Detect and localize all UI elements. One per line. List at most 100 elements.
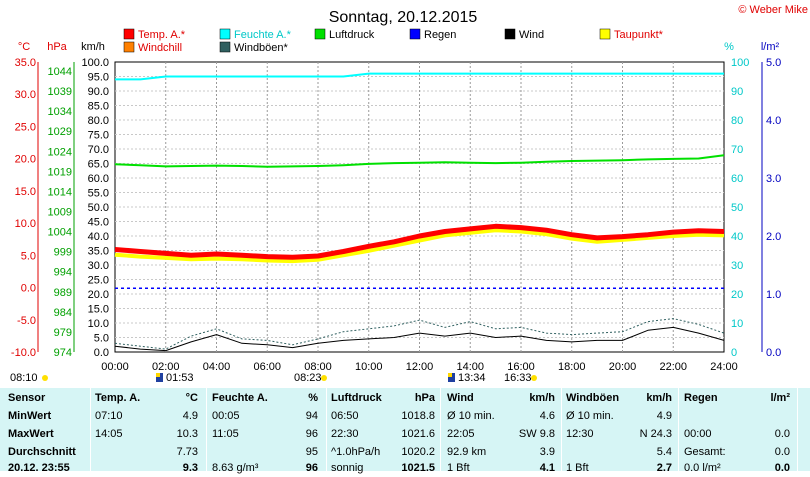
summary-temp-value: 9.3 — [182, 462, 198, 474]
pressure-tick-label: 1019 — [48, 166, 72, 178]
time-tick-label: 20:00 — [609, 361, 637, 373]
sun-marker: 08:23 — [294, 372, 327, 384]
legend-item: Temp. A.* — [123, 28, 186, 41]
summary-header-temp-unit: °C — [185, 392, 198, 404]
moon-icon — [448, 373, 455, 382]
summary-temp-note: 07:10 — [95, 410, 123, 422]
humidity-tick-label: 70 — [731, 144, 743, 156]
legend-label: Taupunkt* — [614, 29, 664, 41]
humidity-tick-label: 60 — [731, 173, 743, 185]
sun-marker-label: 13:34 — [458, 372, 486, 384]
pressure-tick-label: 1014 — [48, 186, 72, 198]
summary-header-rain: Regen — [684, 392, 718, 404]
time-tick-label: 18:00 — [558, 361, 586, 373]
series-taupunkt-line — [114, 228, 725, 264]
moon-icon-glint — [156, 373, 160, 377]
humidity-tick-label: 20 — [731, 289, 743, 301]
wind-tick-label: 45.0 — [88, 217, 109, 229]
legend-item: Wind — [504, 28, 544, 41]
legend-label: Wind — [519, 29, 544, 41]
summary-press-value: 1020.2 — [401, 446, 435, 458]
time-tick-label: 22:00 — [659, 361, 687, 373]
humidity-unit-label: % — [724, 41, 734, 53]
sun-marker: 08:10 — [10, 372, 48, 384]
temp-tick-label: 5.0 — [21, 250, 36, 262]
wind-tick-label: 15.0 — [88, 304, 109, 316]
summary-wind-value: 3.9 — [539, 446, 555, 458]
summary-header-gust-unit: km/h — [646, 392, 672, 404]
legend-swatch — [219, 28, 231, 40]
pressure-tick-label: 979 — [54, 327, 72, 339]
pressure-tick-label: 1004 — [48, 227, 72, 239]
humidity-tick-label: 40 — [731, 231, 743, 243]
wind-tick-label: 50.0 — [88, 202, 109, 214]
summary-header-wind: Wind — [447, 392, 474, 404]
sun-icon — [321, 375, 327, 381]
temp-unit-label: °C — [18, 41, 30, 53]
humidity-tick-label: 90 — [731, 86, 743, 98]
temp-tick-label: 25.0 — [15, 121, 36, 133]
summary-gust-note: 1 Bft — [566, 462, 589, 474]
summary-hum-value: 96 — [305, 428, 318, 440]
legend-swatch — [599, 28, 611, 40]
humidity-tick-label: 80 — [731, 115, 743, 127]
legend-item: Luftdruck — [314, 28, 375, 41]
legend-label: Windböen* — [234, 42, 289, 54]
legend-item: Windböen* — [219, 41, 289, 54]
summary-rain-note: Gesamt: — [684, 446, 726, 458]
legend-item: Regen — [409, 28, 456, 41]
series-luftdruck-line — [114, 154, 725, 168]
legend-item: Taupunkt* — [599, 28, 664, 41]
legend-swatch — [219, 41, 231, 53]
wind-tick-label: 70.0 — [88, 144, 109, 156]
summary-hum-note: 11:05 — [212, 428, 239, 440]
rain-tick-label: 1.0 — [766, 289, 781, 301]
moon-icon — [156, 373, 163, 382]
wind-tick-label: 85.0 — [88, 101, 109, 113]
pressure-tick-label: 1034 — [48, 106, 72, 118]
time-tick-label: 10:00 — [355, 361, 383, 373]
wind-tick-label: 90.0 — [88, 86, 109, 98]
time-tick-label: 06:00 — [253, 361, 281, 373]
temp-tick-label: -5.0 — [17, 315, 36, 327]
pressure-tick-label: 1009 — [48, 207, 72, 219]
legend-label: Regen — [424, 29, 456, 41]
summary-wind-note: 22:05 — [447, 428, 475, 440]
summary-hum-note: 8.63 g/m³ — [212, 462, 259, 474]
rain-tick-label: 0.0 — [766, 347, 781, 359]
temp-tick-label: 35.0 — [15, 57, 36, 69]
rain-tick-label: 3.0 — [766, 173, 781, 185]
legend-swatch — [314, 28, 326, 40]
time-tick-label: 08:00 — [304, 361, 332, 373]
summary-table: Sensor Temp. A. °C Feuchte A.% Luftdruck hPa W… — [0, 388, 810, 474]
rain-tick-label: 5.0 — [766, 57, 781, 69]
chart-title: Sonntag, 20.12.2015 — [329, 9, 478, 26]
summary-row-label: MinWert — [8, 410, 52, 422]
legend-swatch — [123, 41, 135, 53]
rain-unit-label: l/m² — [761, 41, 780, 53]
time-tick-label: 16:00 — [507, 361, 535, 373]
humidity-tick-label: 30 — [731, 260, 743, 272]
humidity-tick-label: 10 — [731, 318, 743, 330]
legend-label: Temp. A.* — [138, 29, 186, 41]
summary-gust-value: 4.9 — [656, 410, 672, 422]
summary-header-rain-unit: l/m² — [770, 392, 790, 404]
summary-header-temp: Temp. A. — [95, 392, 141, 404]
summary-press-note: sonnig — [331, 462, 364, 474]
wind-tick-label: 10.0 — [88, 318, 109, 330]
humidity-tick-label: 50 — [731, 202, 743, 214]
time-tick-label: 04:00 — [203, 361, 231, 373]
summary-header-gust: Windböen — [566, 392, 620, 404]
wind-tick-label: 25.0 — [88, 275, 109, 287]
series-feuchte-a-line — [115, 72, 724, 81]
wind-unit-label: km/h — [81, 41, 105, 53]
humidity-tick-label: 0 — [731, 347, 737, 359]
sun-marker: 01:53 — [156, 372, 194, 384]
legend-item: Windchill — [123, 41, 182, 54]
pressure-tick-label: 1044 — [48, 66, 72, 78]
wind-tick-label: 55.0 — [88, 188, 109, 200]
summary-rain-value: 0.0 — [774, 428, 790, 440]
summary-wind-value: 4.1 — [539, 462, 555, 474]
wind-tick-label: 80.0 — [88, 115, 109, 127]
wind-tick-label: 75.0 — [88, 130, 109, 142]
